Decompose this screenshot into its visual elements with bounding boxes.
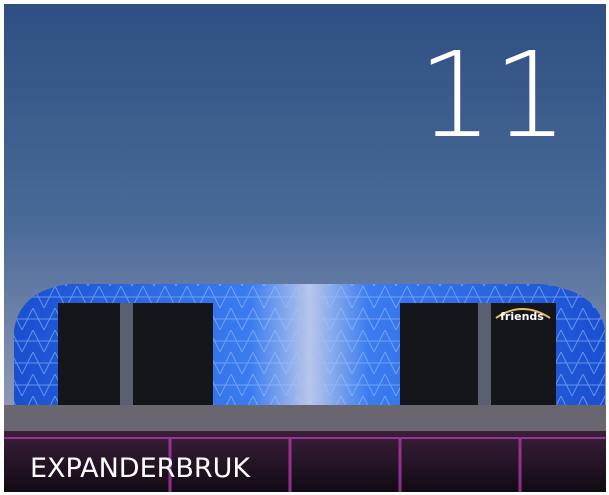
tower-right-strip <box>478 303 491 406</box>
tower-left <box>58 303 213 406</box>
card-caption: EXPANDERBRUK <box>30 453 251 484</box>
tower-left-strip <box>120 303 133 406</box>
card-number: 11 <box>418 26 568 164</box>
sign-text: friends <box>500 310 544 323</box>
page: {"image": {"number": "11", "caption": "E… <box>0 0 609 495</box>
photo-card: friends 11 EXPANDERBRUK <box>0 0 609 495</box>
ground <box>4 405 606 431</box>
